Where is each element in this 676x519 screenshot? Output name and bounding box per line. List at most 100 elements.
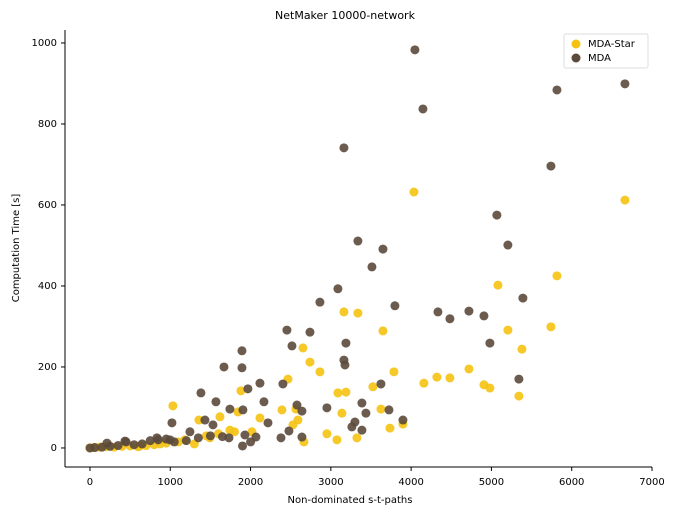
point: [297, 406, 307, 416]
point: [219, 362, 229, 372]
point: [333, 284, 343, 294]
point: [384, 405, 394, 415]
point: [464, 364, 474, 374]
point: [322, 403, 332, 413]
point: [503, 325, 513, 335]
y-tick-label: 0: [51, 443, 57, 454]
point: [418, 104, 428, 114]
legend-marker: [571, 39, 581, 49]
point: [121, 437, 131, 447]
point: [282, 325, 292, 335]
point: [238, 405, 248, 415]
point: [145, 436, 155, 446]
point: [322, 429, 332, 439]
point: [332, 435, 342, 445]
point: [211, 397, 221, 407]
point: [246, 437, 256, 447]
point: [517, 344, 527, 354]
point: [181, 436, 191, 446]
point: [552, 271, 562, 281]
point: [243, 384, 253, 394]
point: [315, 367, 325, 377]
point: [196, 388, 206, 398]
point: [620, 79, 630, 89]
point: [339, 143, 349, 153]
y-tick-label: 600: [38, 200, 57, 211]
point: [546, 161, 556, 171]
y-axis-label: Computation Time [s]: [11, 194, 22, 303]
y-tick-label: 800: [38, 119, 57, 130]
point: [546, 322, 556, 332]
point: [514, 374, 524, 384]
point: [185, 427, 195, 437]
point: [503, 240, 513, 250]
y-tick-label: 400: [38, 281, 57, 292]
point: [208, 420, 218, 430]
point: [340, 360, 350, 370]
point: [236, 386, 246, 396]
point: [292, 400, 302, 410]
point: [479, 311, 489, 321]
point: [255, 413, 265, 423]
point: [153, 435, 163, 445]
point: [97, 442, 107, 452]
point: [167, 418, 177, 428]
point: [105, 441, 115, 451]
point: [305, 327, 315, 337]
point: [378, 244, 388, 254]
point: [137, 439, 147, 449]
point: [352, 433, 362, 443]
point: [297, 432, 307, 442]
point: [333, 388, 343, 398]
point: [339, 307, 349, 317]
point: [337, 408, 347, 418]
point: [193, 433, 203, 443]
point: [298, 343, 308, 353]
x-tick-label: 1000: [158, 477, 183, 488]
point: [389, 367, 399, 377]
x-tick-label: 0: [87, 477, 93, 488]
point: [445, 314, 455, 324]
point: [410, 45, 420, 55]
point: [385, 423, 395, 433]
point: [168, 401, 178, 411]
y-tick-label: 1000: [32, 38, 57, 49]
point: [169, 437, 179, 447]
x-tick-label: 5000: [479, 477, 504, 488]
point: [347, 422, 357, 432]
point: [485, 383, 495, 393]
point: [620, 195, 630, 205]
x-axis-label: Non-dominated s-t-paths: [288, 495, 413, 506]
x-tick-label: 7000: [639, 477, 664, 488]
point: [225, 404, 235, 414]
point: [200, 415, 210, 425]
point: [205, 431, 215, 441]
point: [315, 297, 325, 307]
point: [276, 433, 286, 443]
x-tick-label: 6000: [559, 477, 584, 488]
point: [229, 427, 239, 437]
point: [161, 434, 171, 444]
chart-title: NetMaker 10000-network: [275, 9, 416, 22]
legend-label: MDA: [588, 53, 611, 64]
point: [357, 425, 367, 435]
point: [357, 398, 367, 408]
point: [368, 382, 378, 392]
point: [237, 363, 247, 373]
point: [284, 426, 294, 436]
x-tick-label: 3000: [318, 477, 343, 488]
x-tick-label: 4000: [398, 477, 423, 488]
point: [514, 391, 524, 401]
point: [341, 387, 351, 397]
point: [390, 301, 400, 311]
point: [492, 210, 502, 220]
point: [432, 372, 442, 382]
point: [518, 293, 528, 303]
point: [113, 441, 123, 451]
y-tick-label: 200: [38, 362, 57, 373]
point: [376, 379, 386, 389]
point: [287, 341, 297, 351]
point: [409, 187, 419, 197]
point: [129, 440, 139, 450]
